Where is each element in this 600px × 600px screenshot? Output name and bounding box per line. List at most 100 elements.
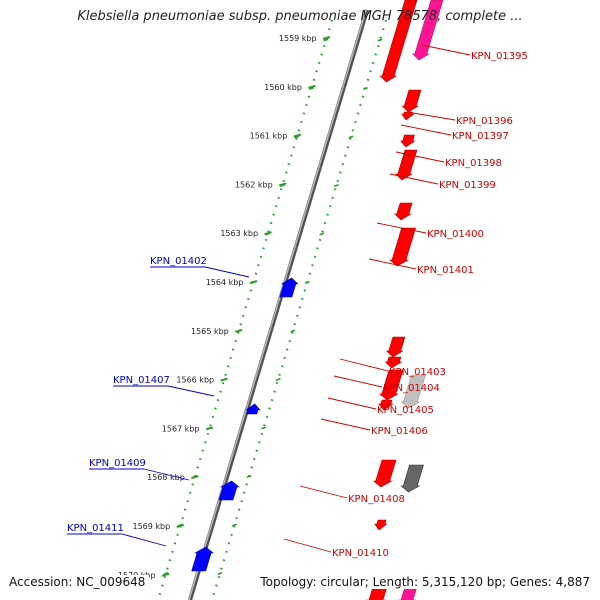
other-feature-pink-bottom — [398, 587, 418, 600]
ruler-tick-label: 1568 kbp — [147, 473, 185, 482]
minor-tick — [363, 87, 368, 90]
leader-line — [121, 533, 167, 547]
genome-backbone — [187, 9, 370, 600]
dot-track-right — [210, 19, 388, 600]
minor-tick — [319, 232, 325, 236]
position-ruler: 1559 kbp 1560 kbp 1561 kbp 1562 kbp 1563 kbp… — [118, 34, 331, 580]
ruler-tick-label: 1560 kbp — [264, 83, 302, 92]
gene-label-KPN_01404: KPN_01404 — [383, 383, 440, 394]
gene-label-KPN_01411: KPN_01411 — [67, 523, 124, 534]
leader-line — [299, 485, 348, 499]
leader-line — [143, 468, 190, 481]
minor-tick — [377, 38, 383, 42]
gene-labels: KPN_01395 KPN_01396 KPN_01397 KPN_01398 KPN_… — [67, 44, 528, 559]
minor-tick — [163, 572, 169, 575]
leader-line — [167, 385, 215, 397]
minor-tick — [294, 135, 300, 139]
leader-line — [283, 538, 332, 553]
ruler-tick-label: 1564 kbp — [206, 278, 244, 287]
gene-feature-KPN_01397 — [401, 111, 415, 121]
dot-track-left — [156, 19, 334, 600]
ruler-tick-label: 1562 kbp — [235, 180, 273, 189]
leader-line — [406, 111, 456, 121]
gene-feature-KPN_01410 — [374, 519, 388, 531]
gene-feature-KPN_01398 — [400, 134, 416, 148]
leader-line — [368, 258, 417, 270]
ruler-tick — [308, 84, 316, 89]
minor-tick — [275, 378, 281, 381]
gene-label-KPN_01398: KPN_01398 — [445, 158, 502, 169]
gene-label-KPN_01406: KPN_01406 — [371, 426, 428, 437]
gene-feature-KPN_01406 — [378, 399, 394, 411]
map-title: Klebsiella pneumoniae subsp. pneumoniae … — [77, 9, 523, 24]
minor-tick — [323, 38, 329, 42]
minor-tick — [333, 184, 339, 187]
minor-tick — [309, 87, 314, 90]
leader-line — [376, 222, 427, 234]
gene-label-KPN_01408: KPN_01408 — [348, 494, 405, 505]
minor-tick — [304, 281, 310, 284]
minor-tick — [261, 426, 267, 430]
backbone-line — [187, 9, 370, 600]
leader-line — [333, 375, 383, 388]
ruler-tick-label: 1569 kbp — [132, 522, 170, 531]
leader-line — [320, 418, 371, 431]
gene-feature-KPN_01405 — [378, 369, 404, 401]
leader-line — [327, 397, 377, 410]
gene-label-KPN_01410: KPN_01410 — [332, 548, 389, 559]
gene-label-KPN_01399: KPN_01399 — [439, 180, 496, 191]
other-feature-pink — [412, 0, 444, 61]
gene-label-KPN_01395: KPN_01395 — [471, 51, 528, 62]
leader-line — [421, 44, 471, 56]
gene-feature-KPN_01411 — [191, 546, 214, 572]
leader-line — [339, 358, 389, 372]
gene-label-KPN_01396: KPN_01396 — [456, 116, 513, 127]
leader-line — [395, 151, 445, 163]
gene-feature-KPN_01399 — [395, 149, 418, 181]
gene-feature-KPN_01407 — [245, 403, 261, 415]
ruler-tick — [191, 475, 199, 480]
ruler-tick — [249, 280, 258, 284]
gene-label-KPN_01397: KPN_01397 — [452, 131, 509, 142]
minor-tick — [348, 135, 354, 139]
pseudogene-dark — [400, 464, 424, 493]
ruler-tick — [205, 426, 214, 431]
leader-line — [389, 173, 439, 185]
ruler-tick-label: 1566 kbp — [176, 376, 214, 385]
ruler-tick-label: 1563 kbp — [220, 229, 258, 238]
accession-text: Accession: NC_009648 — [9, 575, 150, 589]
gene-feature-KPN_01396 — [401, 89, 422, 113]
gene-feature-KPN_01403 — [385, 336, 406, 358]
ruler-tick — [264, 231, 272, 236]
minor-tick — [246, 475, 252, 478]
gene-label-KPN_01400: KPN_01400 — [427, 229, 484, 240]
gene-label-KPN_01401: KPN_01401 — [417, 265, 474, 276]
ruler-tick — [278, 182, 287, 187]
gene-label-KPN_01403: KPN_01403 — [389, 367, 446, 378]
genome-summary-text: Topology: circular; Length: 5,315,120 bp… — [256, 575, 590, 589]
ruler-tick — [322, 36, 331, 40]
gene-feature-KPN_01404 — [384, 356, 403, 369]
leader-line — [204, 266, 250, 278]
ruler-tick-label: 1565 kbp — [191, 327, 229, 336]
gene-feature-KPN_01408 — [372, 459, 397, 488]
gene-feature-KPN_01400 — [394, 202, 413, 221]
feature-track-dots — [156, 19, 388, 600]
minor-tick — [217, 572, 223, 575]
ruler-tick — [176, 524, 184, 528]
minor-tick — [232, 523, 237, 527]
gene-feature-KPN_01409 — [218, 480, 240, 501]
ruler-tick-label: 1561 kbp — [250, 132, 288, 141]
ruler-tick-label: 1567 kbp — [162, 424, 200, 433]
ruler-tick — [161, 572, 170, 577]
leader-line — [400, 124, 452, 136]
ruler-tick — [293, 133, 302, 138]
gene-label-KPN_01405: KPN_01405 — [377, 405, 434, 416]
gene-label-KPN_01402: KPN_01402 — [150, 256, 207, 267]
gene-feature-KPN_01402 — [279, 277, 299, 298]
gene-feature-KPN_01395 — [379, 0, 418, 83]
gene-label-KPN_01409: KPN_01409 — [89, 458, 146, 469]
backbone-highlight — [188, 9, 367, 600]
